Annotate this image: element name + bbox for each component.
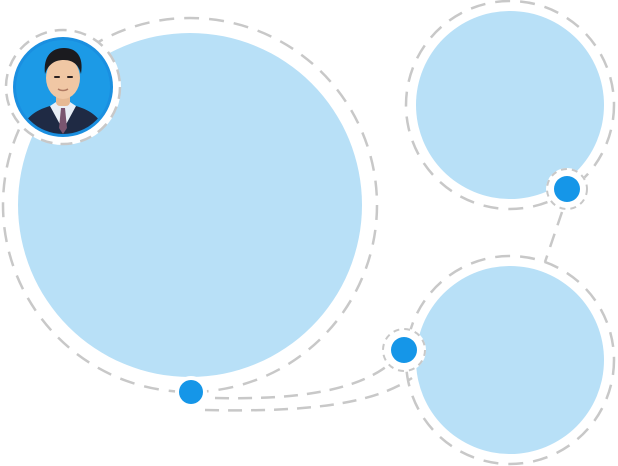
photo-eye-right (67, 76, 73, 78)
photo-hair (44, 48, 82, 74)
photo-eye-left (54, 76, 60, 78)
connector-large-to-bottom-right-lower (204, 376, 413, 412)
photo-face (46, 57, 80, 99)
photo-mouth (57, 88, 69, 92)
top-right-bubble-ring (404, 0, 616, 211)
avatar-dashed-ring (4, 28, 122, 146)
photo-tie (59, 108, 67, 134)
top-right-bubble (404, 0, 616, 211)
connector-top-right-to-bottom-right (543, 211, 564, 263)
node-dot (554, 176, 580, 202)
avatar (4, 28, 122, 146)
connector-large-to-bottom-right-upper (214, 361, 393, 400)
node-dot-ring (382, 328, 426, 372)
node-dot-ring (546, 168, 588, 210)
top-right-bubble-fill (416, 11, 604, 199)
node-dot (179, 380, 203, 404)
node-dot-top-right (546, 168, 588, 210)
node-dot-bottom (175, 376, 207, 408)
large-bubble-ring (1, 16, 379, 394)
bottom-right-bubble-fill (416, 266, 604, 454)
node-dot-middle (382, 328, 426, 372)
node-dot (391, 337, 417, 363)
bottom-right-bubble (404, 254, 616, 466)
